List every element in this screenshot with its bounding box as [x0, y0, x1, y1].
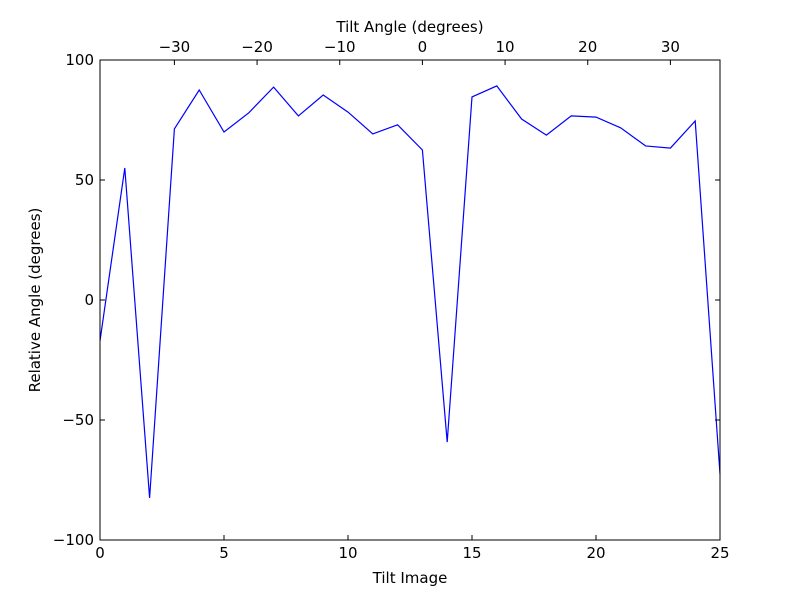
y-axis-label: Relative Angle (degrees) — [26, 208, 44, 393]
x-tick-label: 10 — [338, 544, 357, 562]
x-tick-label: 20 — [586, 544, 605, 562]
x-tick-label: 15 — [462, 544, 481, 562]
y-tick-label: 100 — [65, 51, 94, 69]
y-tick-label: 50 — [75, 171, 94, 189]
x-tick-label: 0 — [95, 544, 105, 562]
data-line — [99, 85, 721, 499]
x2-tick-label: −20 — [241, 38, 273, 56]
x2-tick-label: 0 — [418, 38, 428, 56]
x-tick-label: 25 — [710, 544, 729, 562]
x2-tick-label: −10 — [324, 38, 356, 56]
y-tick-label: 0 — [84, 291, 94, 309]
x2-axis-label: Tilt Angle (degrees) — [335, 18, 483, 36]
x2-tick-label: 20 — [578, 38, 597, 56]
x-tick-label: 5 — [219, 544, 229, 562]
x2-tick-label: 10 — [496, 38, 515, 56]
y-tick-label: −50 — [62, 411, 94, 429]
x2-tick-label: 30 — [661, 38, 680, 56]
y-tick-label: −100 — [53, 531, 94, 549]
plot-frame — [99, 59, 721, 541]
x2-tick-label: −30 — [159, 38, 191, 56]
x-axis-label: Tilt Image — [372, 569, 448, 587]
